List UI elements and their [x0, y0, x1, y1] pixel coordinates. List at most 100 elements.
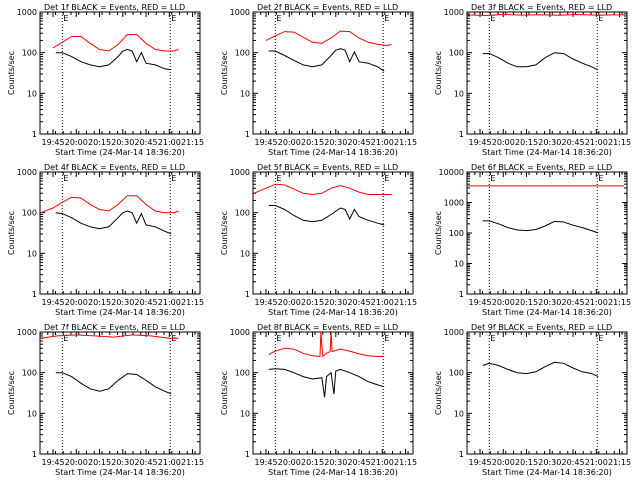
panel-det-8: Det 8f BLACK = Events, RED = LLD 1 10 100 10…	[220, 323, 417, 477]
y-tick-label: 1	[245, 290, 250, 299]
event-marker-label: E	[490, 174, 495, 183]
x-axis-title: Start Time (24-Mar-14 18:36:20)	[268, 468, 398, 477]
y-tick-label: 10	[27, 409, 37, 418]
x-tick-label: 19:45	[41, 458, 64, 467]
y-tick-label: 100	[449, 49, 464, 58]
plot-frame	[252, 11, 414, 135]
x-tick-label: 21:15	[394, 458, 417, 467]
x-tick-label: 20:15	[515, 138, 538, 147]
x-tick-label: 21:15	[181, 138, 204, 147]
x-tick-label: 20:00	[278, 138, 301, 147]
x-tick-label: 20:30	[538, 138, 561, 147]
event-marker-label: E	[384, 334, 389, 343]
lld-rate-line	[52, 34, 179, 52]
panel-title: Det 3f BLACK = Events, RED = LLD	[471, 3, 612, 12]
panel-title: Det 4f BLACK = Events, RED = LLD	[44, 163, 185, 172]
x-tick-label: 20:45	[562, 458, 585, 467]
x-tick-label: 20:45	[348, 138, 371, 147]
x-tick-label: 19:45	[254, 458, 277, 467]
y-axis-title: Counts/sec	[220, 51, 229, 95]
x-axis-title: Start Time (24-Mar-14 18:36:20)	[482, 468, 612, 477]
panel-title: Det 8f BLACK = Events, RED = LLD	[257, 323, 398, 332]
x-tick-label: 21:00	[585, 458, 608, 467]
x-tick-label: 20:30	[324, 458, 347, 467]
y-tick-label: 10	[454, 409, 464, 418]
panel-det-2: Det 2f BLACK = Events, RED = LLD 1 10 100 10…	[220, 3, 417, 157]
event-rate-line	[482, 52, 599, 71]
x-tick-label: 20:00	[278, 458, 301, 467]
x-tick-label: 20:15	[88, 458, 111, 467]
event-rate-line	[482, 361, 599, 378]
x-tick-label: 21:15	[608, 458, 631, 467]
x-tick-label: 19:45	[468, 458, 491, 467]
panel-det-4: Det 4f BLACK = Events, RED = LLD 1 10 100 10…	[7, 163, 204, 317]
panel-title: Det 7f BLACK = Events, RED = LLD	[44, 323, 185, 332]
plot-frame	[39, 331, 201, 455]
event-marker-label: E	[598, 174, 603, 183]
y-tick-label: 100	[22, 369, 37, 378]
y-tick-label: 10000	[439, 168, 464, 177]
y-tick-label: 1000	[17, 168, 37, 177]
x-tick-label: 20:30	[538, 298, 561, 307]
event-marker-label: E	[171, 174, 176, 183]
y-tick-label: 1	[32, 450, 37, 459]
x-tick-label: 19:45	[41, 138, 64, 147]
x-tick-label: 20:30	[538, 458, 561, 467]
event-marker-label: E	[63, 14, 68, 23]
y-tick-label: 1000	[17, 8, 37, 17]
y-axis-title: Counts/sec	[220, 211, 229, 255]
y-tick-label: 1	[245, 130, 250, 139]
y-tick-label: 1	[32, 290, 37, 299]
x-tick-label: 21:15	[394, 138, 417, 147]
x-tick-label: 19:45	[41, 298, 64, 307]
x-tick-label: 21:15	[608, 138, 631, 147]
y-axis-title: Counts/sec	[434, 51, 443, 95]
x-tick-label: 20:45	[562, 138, 585, 147]
event-marker-label: E	[276, 334, 281, 343]
x-tick-label: 20:45	[348, 458, 371, 467]
x-tick-label: 21:00	[371, 138, 394, 147]
event-marker-label: E	[490, 14, 495, 23]
x-tick-label: 19:45	[468, 298, 491, 307]
x-tick-label: 21:00	[585, 298, 608, 307]
x-tick-label: 20:45	[348, 298, 371, 307]
event-rate-line	[55, 48, 172, 71]
plot-frame	[252, 331, 414, 455]
y-tick-label: 1000	[17, 328, 37, 337]
x-tick-label: 19:45	[254, 138, 277, 147]
x-tick-label: 21:15	[608, 298, 631, 307]
x-tick-label: 20:15	[515, 298, 538, 307]
y-tick-label: 1000	[444, 328, 464, 337]
x-tick-label: 19:45	[468, 138, 491, 147]
x-tick-label: 20:45	[135, 298, 158, 307]
plot-frame	[252, 171, 414, 295]
panel-title: Det 5f BLACK = Events, RED = LLD	[257, 163, 398, 172]
y-tick-label: 10	[240, 89, 250, 98]
lld-rate-line	[466, 13, 625, 17]
x-tick-label: 20:00	[65, 298, 88, 307]
x-axis-title: Start Time (24-Mar-14 18:36:20)	[55, 148, 185, 157]
y-tick-label: 100	[235, 369, 250, 378]
event-rate-line	[482, 220, 599, 234]
plot-frame	[39, 11, 201, 135]
x-tick-label: 20:00	[65, 138, 88, 147]
x-axis-title: Start Time (24-Mar-14 18:36:20)	[268, 308, 398, 317]
y-tick-label: 1000	[230, 8, 250, 17]
y-tick-label: 100	[235, 209, 250, 218]
x-tick-label: 21:00	[158, 458, 181, 467]
x-tick-label: 20:15	[301, 458, 324, 467]
event-rate-line	[268, 48, 385, 72]
x-tick-label: 20:00	[492, 458, 515, 467]
plot-frame	[39, 171, 201, 295]
y-tick-label: 1	[32, 130, 37, 139]
lld-rate-line	[40, 195, 179, 214]
x-tick-label: 20:30	[111, 458, 134, 467]
event-marker-label: E	[63, 334, 68, 343]
plot-frame	[466, 11, 628, 135]
event-marker-label: E	[171, 14, 176, 23]
y-tick-label: 10	[27, 249, 37, 258]
x-tick-label: 20:30	[324, 138, 347, 147]
y-axis-title: Counts/sec	[7, 211, 16, 255]
event-marker-label: E	[384, 174, 389, 183]
event-rate-line	[268, 205, 385, 226]
